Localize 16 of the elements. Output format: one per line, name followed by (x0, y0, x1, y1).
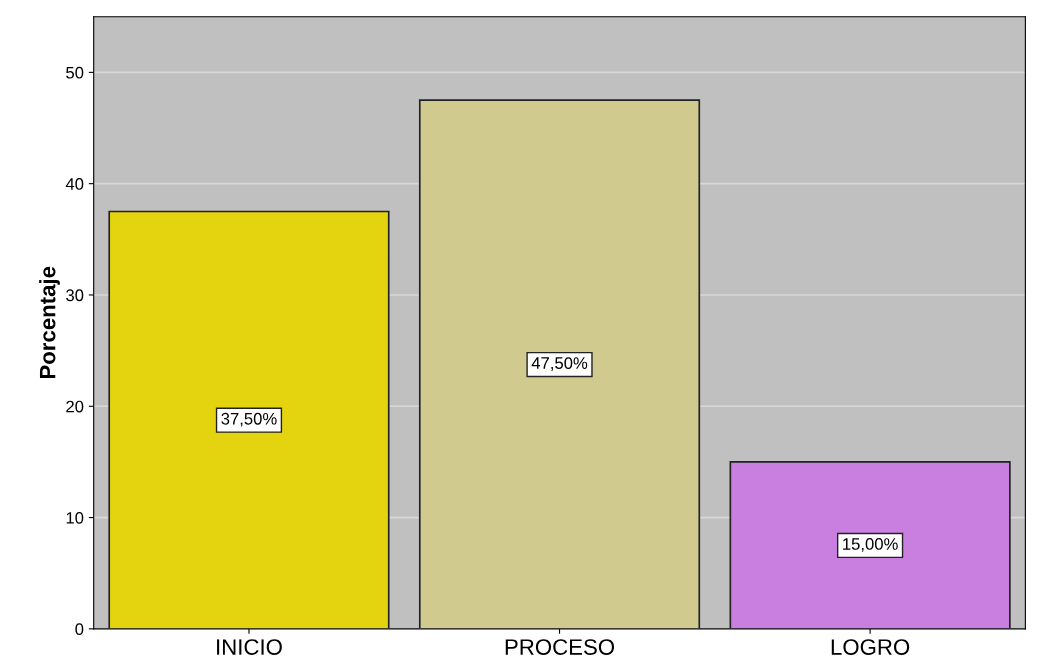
x-tick-label: INICIO (217, 639, 282, 655)
y-axis-title: Porcentaje (39, 266, 60, 379)
y-tick-label: 0 (75, 623, 84, 636)
y-tick-label: 40 (65, 178, 84, 190)
y-tick-label: 10 (66, 511, 84, 524)
data-label: 37,50% (221, 412, 277, 427)
bar (418, 99, 701, 629)
data-label: 15,00% (843, 538, 898, 552)
bar (108, 210, 390, 629)
y-tick-label: 30 (66, 289, 84, 302)
y-tick-label: 50 (66, 66, 84, 79)
data-label: 47,50% (531, 357, 588, 371)
x-tick-label: LOGRO (831, 639, 910, 655)
y-tick-label: 20 (66, 400, 84, 413)
x-tick-label: PROCESO (505, 639, 615, 655)
bar (729, 461, 1011, 629)
